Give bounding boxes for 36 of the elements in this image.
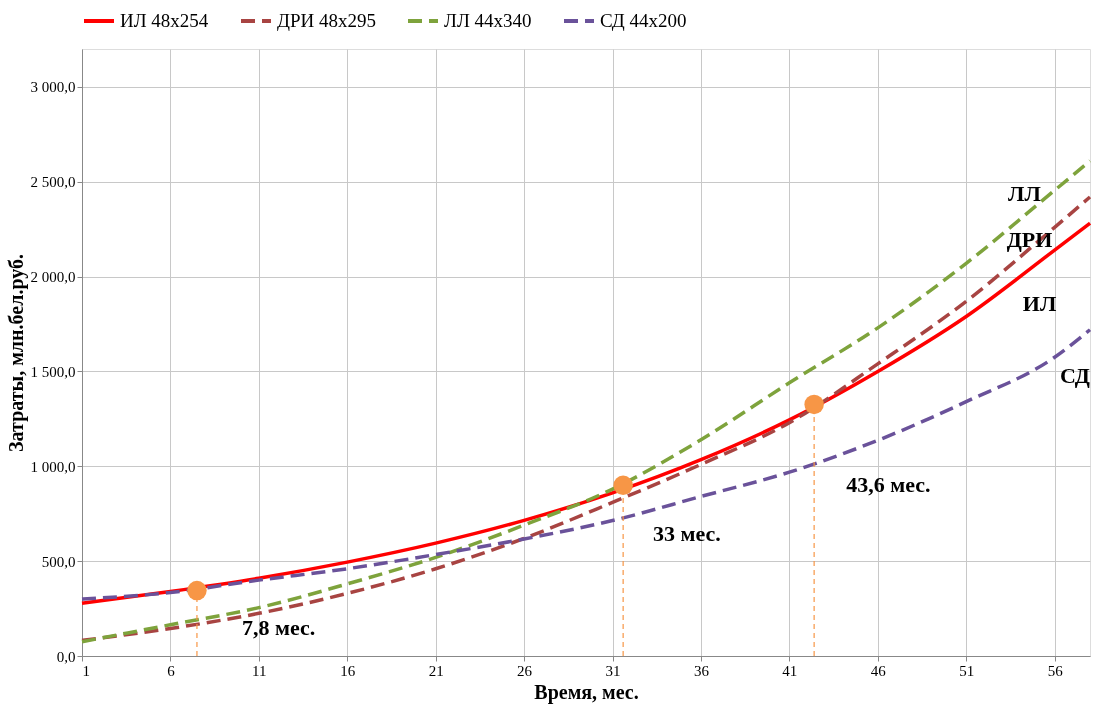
- x-tick-label: 51: [959, 662, 975, 679]
- y-tick-label: 2 500,0: [30, 174, 76, 191]
- annotation: СД: [1059, 363, 1090, 389]
- line-series: [80, 327, 1092, 601]
- y-tick-label: 2 000,0: [30, 269, 76, 286]
- point: [613, 475, 633, 496]
- x-tick-label: 31: [605, 662, 621, 679]
- x-tick-label: 1: [82, 662, 90, 679]
- annotation: ИЛ: [1022, 290, 1057, 316]
- x-tick-label: 56: [1047, 662, 1064, 679]
- legend-label: ДРИ 48x295: [277, 10, 376, 31]
- y-tick-label: 1 500,0: [30, 363, 76, 380]
- annotation: ДРИ: [1006, 226, 1053, 252]
- x-tick-label: 11: [252, 662, 267, 679]
- y-tick-label: 1 000,0: [30, 458, 76, 475]
- legend-label: ИЛ 48x254: [120, 10, 209, 31]
- x-tick-label: 16: [340, 662, 356, 679]
- x-tick-label: 41: [782, 662, 798, 679]
- x-tick-label: 21: [428, 662, 444, 679]
- annotation: 7,8 мес.: [241, 614, 316, 640]
- point: [187, 580, 207, 601]
- annotation: ЛЛ: [1008, 181, 1042, 207]
- point: [804, 394, 824, 415]
- x-tick-label: 46: [870, 662, 887, 679]
- y-axis-title: Затраты, млн.бел.руб.: [4, 254, 28, 452]
- x-tick-label: 26: [517, 662, 533, 679]
- annotation: 43,6 мес.: [846, 472, 931, 498]
- y-tick-label: 500,0: [41, 553, 76, 570]
- x-tick-label: 6: [167, 662, 176, 679]
- legend-label: СД 44x200: [600, 10, 687, 31]
- x-tick-label: 36: [693, 662, 710, 679]
- legend-label: ЛЛ 44x340: [444, 10, 532, 31]
- y-tick-label: 0,0: [56, 648, 76, 665]
- x-axis-title: Время, мес.: [534, 680, 639, 704]
- y-tick-label: 3 000,0: [30, 79, 76, 96]
- annotation: 33 мес.: [652, 520, 721, 546]
